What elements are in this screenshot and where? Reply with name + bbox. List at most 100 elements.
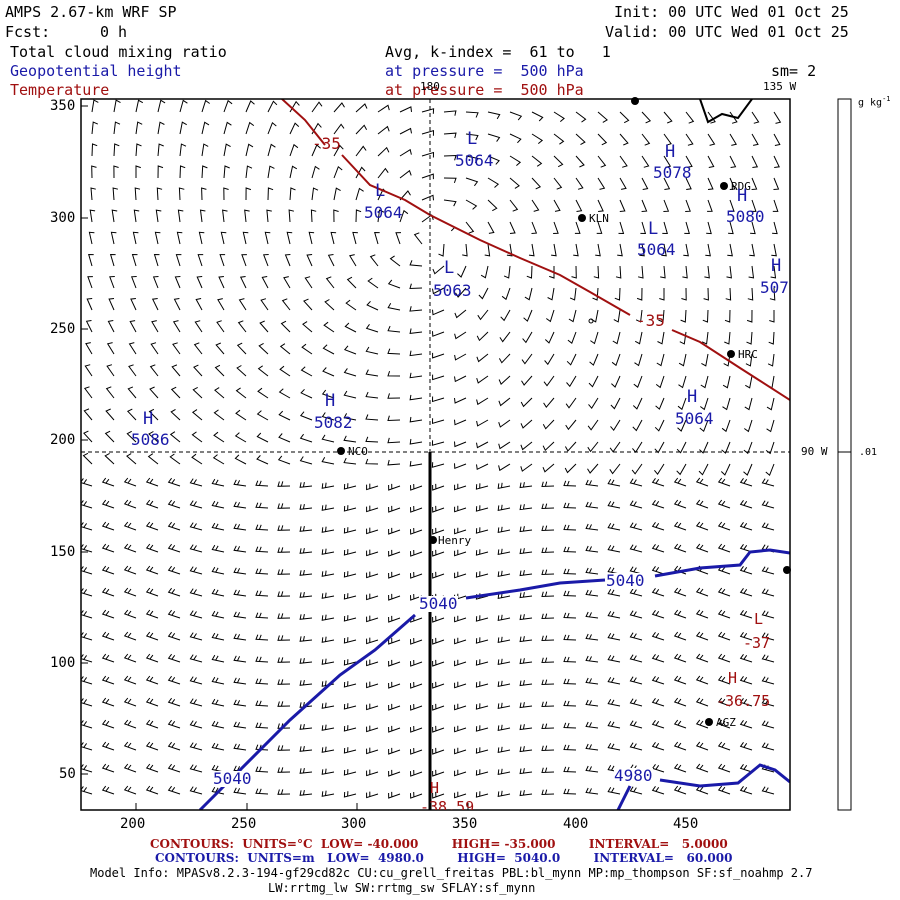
wind-barb [343, 703, 357, 710]
wind-barb [178, 187, 185, 201]
wind-barb [387, 459, 401, 466]
wind-barb [245, 143, 254, 157]
wind-barb [465, 155, 479, 163]
wind-barb [475, 637, 489, 644]
smoothing-label: sm= 2 [771, 62, 817, 80]
wind-barb [152, 276, 159, 289]
wind-barb [663, 177, 671, 190]
wind-barb [88, 231, 95, 245]
wind-barb [344, 322, 357, 333]
wind-barb [343, 769, 357, 776]
wind-barb [321, 526, 335, 533]
wind-barb [277, 635, 291, 641]
wind-barb [179, 143, 187, 157]
wind-barb [475, 791, 489, 798]
wind-barb [744, 397, 753, 411]
temp-contour-b [341, 154, 631, 316]
wind-barb [299, 433, 313, 443]
wind-barb [607, 479, 621, 487]
wind-barb [522, 331, 533, 344]
wind-barb [695, 653, 709, 663]
wind-barb [399, 127, 412, 135]
wind-barb [454, 549, 467, 557]
wind-barb [565, 419, 577, 431]
wind-barb [367, 277, 379, 289]
wind-barb [553, 199, 561, 212]
wind-barb [214, 364, 225, 377]
wind-barb [388, 593, 401, 601]
station-label-nco: NCO [348, 445, 368, 458]
wind-barb [333, 209, 339, 223]
wind-barb [563, 590, 577, 597]
wind-barb [126, 430, 137, 443]
wind-barb [235, 409, 247, 421]
wind-barb [574, 221, 581, 234]
wind-barb [676, 463, 687, 476]
wind-barb [587, 463, 599, 474]
wind-barb [106, 342, 115, 355]
wind-barb [106, 364, 115, 377]
wind-barb [258, 342, 269, 355]
wind-barb [157, 99, 166, 113]
wind-barb [366, 703, 379, 711]
field-geopotential: Geopotential height [10, 62, 182, 80]
wind-barb [387, 348, 401, 355]
wind-barb [377, 209, 385, 223]
wind-barb [88, 253, 94, 267]
wind-barb [619, 199, 626, 212]
wind-barb [569, 287, 577, 301]
wind-barb [607, 611, 621, 619]
wind-barb [761, 720, 775, 729]
wind-barb [369, 254, 379, 267]
wind-barb [343, 457, 357, 465]
wind-barb [388, 637, 401, 645]
wind-barb [751, 155, 759, 168]
wind-barb [476, 375, 489, 384]
wind-barb [651, 654, 665, 663]
wind-barb [575, 199, 583, 212]
wind-barb [443, 199, 457, 207]
wind-barb [761, 632, 775, 641]
wind-barb [237, 320, 247, 333]
wind-barb [388, 681, 401, 689]
wind-barb [761, 786, 775, 795]
wind-barb [352, 231, 358, 245]
wind-barb [629, 632, 643, 641]
wind-barb [769, 310, 775, 323]
temp-center-type: L [754, 610, 764, 628]
wind-barb [497, 702, 511, 710]
wind-barb [410, 483, 423, 491]
wind-barb [478, 287, 489, 300]
wind-barb [259, 320, 269, 333]
wind-barb [189, 544, 203, 553]
station-dot-north [631, 97, 639, 105]
height-center-value: 5064 [455, 151, 494, 170]
wind-barb [299, 456, 313, 465]
height-center-type: L [648, 219, 659, 239]
wind-barb [421, 108, 435, 114]
wind-barb [145, 741, 159, 751]
wind-barb [701, 353, 709, 367]
wind-barb [321, 658, 335, 665]
x-tick: 450 [673, 816, 699, 832]
wind-barb [395, 232, 402, 245]
wind-barb [509, 111, 523, 121]
wind-barb [765, 441, 775, 455]
wind-barb [673, 477, 687, 487]
wind-barb [130, 298, 137, 311]
wind-barb [151, 320, 159, 333]
wind-barb [167, 499, 181, 509]
wind-barb [87, 276, 93, 289]
wind-barb [110, 231, 117, 245]
wind-barb [728, 221, 734, 235]
wind-barb [565, 397, 577, 409]
wind-barb [145, 785, 159, 795]
wind-barb [233, 677, 247, 685]
wind-barb [585, 523, 599, 531]
height-contour-label: 4980 [614, 766, 653, 785]
wind-barb [573, 243, 579, 257]
height-center-type: H [665, 142, 676, 162]
wind-barb [607, 721, 621, 729]
wind-barb [673, 675, 687, 685]
wind-barb [343, 571, 357, 578]
